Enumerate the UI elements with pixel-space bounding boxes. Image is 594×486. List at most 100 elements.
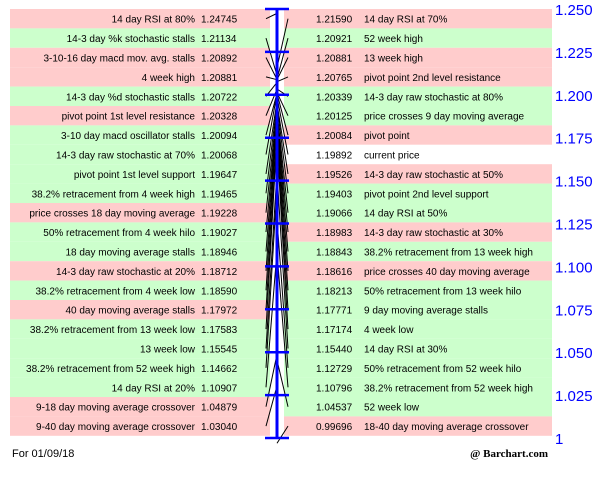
left-row-value: 1.15545 bbox=[201, 345, 238, 356]
right-row-bg bbox=[284, 9, 552, 29]
right-row-bg bbox=[284, 28, 552, 48]
right-row-label: 14-3 day raw stochastic at 50% bbox=[364, 170, 503, 181]
axis-tick-label: 1.075 bbox=[555, 302, 593, 319]
right-row-value: 1.10796 bbox=[316, 383, 353, 394]
right-row-value: 1.18616 bbox=[316, 267, 353, 278]
left-row-value: 1.18712 bbox=[201, 267, 238, 278]
right-row-bg bbox=[284, 261, 552, 281]
right-connector-line bbox=[276, 96, 289, 155]
right-row-value: 1.19066 bbox=[316, 209, 353, 220]
right-row-label: 14 day RSI at 50% bbox=[364, 209, 447, 220]
left-row-bg bbox=[10, 67, 270, 87]
left-row-label: 3-10 day macd oscillator stalls bbox=[61, 131, 195, 142]
right-row-value: 1.20125 bbox=[316, 112, 353, 123]
right-row-bg bbox=[284, 416, 552, 436]
right-row-bg bbox=[284, 86, 552, 106]
right-row-bg bbox=[284, 125, 552, 145]
right-row-value: 1.17174 bbox=[316, 325, 353, 336]
axis-tick-label: 1.025 bbox=[555, 388, 593, 405]
left-row-bg bbox=[10, 164, 270, 184]
left-row-label: 14-3 day raw stochastic at 70% bbox=[56, 151, 195, 162]
right-row-bg bbox=[284, 397, 552, 417]
right-row-value: 1.18983 bbox=[316, 228, 353, 239]
right-connector-line bbox=[276, 118, 289, 271]
right-row-label: pivot point bbox=[364, 131, 410, 142]
right-connector-line bbox=[276, 37, 289, 80]
left-row-bg bbox=[10, 222, 270, 242]
left-connector-line bbox=[265, 93, 278, 136]
right-row-value: 0.99696 bbox=[316, 422, 353, 433]
right-row-value: 1.19526 bbox=[316, 170, 353, 181]
left-row-bg bbox=[10, 261, 270, 281]
left-row-value: 1.19647 bbox=[201, 170, 238, 181]
left-row-value: 1.03040 bbox=[201, 422, 238, 433]
right-connector-line bbox=[276, 18, 289, 68]
right-row-label: 52 week low bbox=[364, 403, 420, 414]
right-row-label: 14-3 day raw stochastic at 30% bbox=[364, 228, 503, 239]
footer-credit: @ Barchart.com bbox=[470, 448, 548, 460]
left-connector-line bbox=[265, 171, 278, 349]
right-row-label: pivot point 2nd level resistance bbox=[364, 73, 501, 84]
left-row-bg bbox=[10, 144, 270, 165]
left-row-bg bbox=[10, 9, 270, 29]
left-row-bg bbox=[10, 338, 270, 359]
connector-lines bbox=[265, 12, 289, 444]
left-connector-line bbox=[265, 250, 278, 388]
left-row-value: 1.21134 bbox=[201, 34, 237, 45]
right-connector-line bbox=[276, 76, 289, 83]
left-row-bg bbox=[10, 203, 270, 223]
left-row-label: 50% retracement from 4 week hilo bbox=[43, 228, 195, 239]
left-row-label: 14 day RSI at 20% bbox=[112, 383, 195, 394]
right-row-bg bbox=[284, 183, 552, 203]
left-row-bg bbox=[10, 47, 270, 68]
right-row-label: 38.2% retracement from 13 week high bbox=[364, 248, 533, 259]
axis-tick-label: 1.100 bbox=[555, 259, 593, 276]
right-connector-line bbox=[276, 173, 289, 349]
left-row-value: 1.17972 bbox=[201, 306, 238, 317]
left-row-value: 1.17583 bbox=[201, 325, 238, 336]
right-row-bg bbox=[284, 67, 552, 87]
right-row-value: 1.21590 bbox=[316, 15, 353, 26]
left-connector-line bbox=[265, 186, 278, 368]
left-row-label: 38.2% retracement from 13 week low bbox=[30, 325, 196, 336]
left-connector-line bbox=[265, 57, 278, 80]
right-row-bg bbox=[284, 222, 552, 242]
left-connector-line bbox=[265, 129, 278, 310]
left-row-label: 14-3 day %k stochastic stalls bbox=[67, 34, 195, 45]
right-row-value: 1.19403 bbox=[316, 189, 353, 200]
left-row-label: 14 day RSI at 80% bbox=[112, 15, 195, 26]
right-connector-line bbox=[276, 219, 289, 368]
right-row-label: 14 day RSI at 30% bbox=[364, 345, 447, 356]
left-row-label: 4 week high bbox=[142, 73, 195, 84]
left-row-bg bbox=[10, 86, 270, 106]
axis-tick-label: 1.250 bbox=[555, 2, 593, 19]
left-row-bg bbox=[10, 125, 270, 145]
left-row-label: 9-40 day moving average crossover bbox=[36, 422, 196, 433]
left-row-bg bbox=[10, 106, 270, 126]
left-connector-line bbox=[265, 103, 278, 194]
right-row-label: 9 day moving average stalls bbox=[364, 306, 488, 317]
axis-tick-labels: 1.250 1.225 1.200 1.175 1.150 1.125 1.100 1.075… bbox=[555, 2, 593, 448]
right-row-bg bbox=[284, 106, 552, 126]
axis-tick-label: 1.200 bbox=[555, 88, 593, 105]
left-row-value: 1.20068 bbox=[201, 151, 238, 162]
axis-tick-label: 1.150 bbox=[555, 174, 593, 191]
right-row-label: price crosses 9 day moving average bbox=[364, 112, 525, 123]
right-connector-line bbox=[276, 425, 289, 444]
right-row-bg bbox=[284, 377, 552, 397]
right-row-value: 1.20339 bbox=[316, 92, 353, 103]
left-connector-line bbox=[265, 354, 278, 407]
right-row-bg bbox=[284, 280, 552, 300]
left-connector-line bbox=[265, 93, 278, 155]
left-row-value: 1.14662 bbox=[201, 364, 238, 375]
left-row-label: 14-3 day raw stochastic at 20% bbox=[56, 267, 195, 278]
right-row-bg bbox=[284, 358, 552, 378]
right-row-value: 1.18843 bbox=[316, 248, 353, 259]
right-row-label: pivot point 2nd level support bbox=[364, 189, 489, 200]
left-row-bg bbox=[10, 28, 270, 48]
right-row-bg bbox=[284, 164, 552, 184]
left-connector-line bbox=[265, 107, 278, 213]
left-row-label: 38.2% retracement from 4 week low bbox=[35, 286, 195, 297]
left-row-bg bbox=[10, 300, 270, 320]
left-row-label: 18 day moving average stalls bbox=[65, 248, 195, 259]
